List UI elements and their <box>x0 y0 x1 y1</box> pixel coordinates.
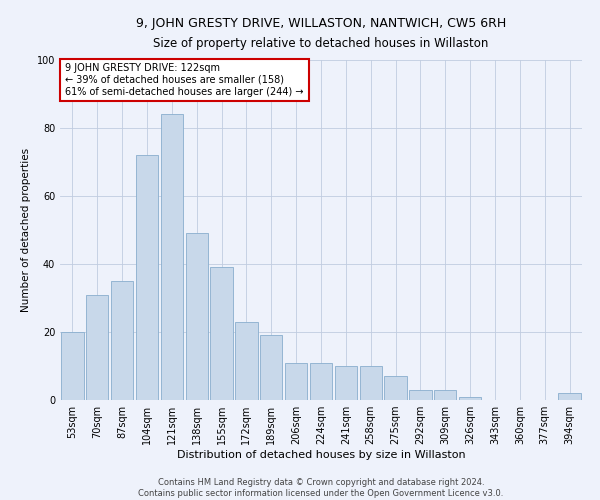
Bar <box>559 393 581 400</box>
Bar <box>434 390 457 400</box>
Bar <box>161 114 183 400</box>
Text: 9 JOHN GRESTY DRIVE: 122sqm
← 39% of detached houses are smaller (158)
61% of se: 9 JOHN GRESTY DRIVE: 122sqm ← 39% of det… <box>65 64 304 96</box>
Bar <box>185 234 208 400</box>
Bar <box>111 281 133 400</box>
Bar <box>285 362 307 400</box>
Text: 9, JOHN GRESTY DRIVE, WILLASTON, NANTWICH, CW5 6RH: 9, JOHN GRESTY DRIVE, WILLASTON, NANTWIC… <box>136 18 506 30</box>
Bar <box>459 396 481 400</box>
Bar <box>335 366 357 400</box>
Bar <box>61 332 83 400</box>
Bar <box>235 322 257 400</box>
Bar <box>310 362 332 400</box>
Y-axis label: Number of detached properties: Number of detached properties <box>21 148 31 312</box>
Text: Size of property relative to detached houses in Willaston: Size of property relative to detached ho… <box>154 38 488 51</box>
X-axis label: Distribution of detached houses by size in Willaston: Distribution of detached houses by size … <box>176 450 466 460</box>
Text: Contains HM Land Registry data © Crown copyright and database right 2024.
Contai: Contains HM Land Registry data © Crown c… <box>139 478 503 498</box>
Bar <box>260 336 283 400</box>
Bar <box>385 376 407 400</box>
Bar <box>211 268 233 400</box>
Bar <box>409 390 431 400</box>
Bar <box>86 294 109 400</box>
Bar <box>136 155 158 400</box>
Bar <box>359 366 382 400</box>
